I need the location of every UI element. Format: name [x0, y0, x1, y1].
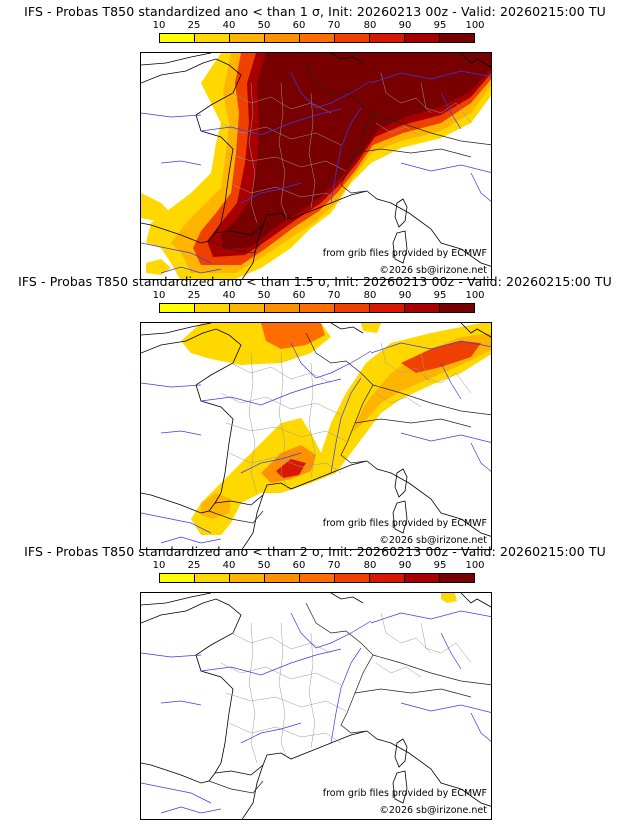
colorbar-tick: 10 — [152, 290, 166, 301]
colorbar-swatch — [335, 304, 370, 312]
colorbar-tick: 60 — [292, 20, 306, 31]
colorbar-tick: 95 — [433, 290, 447, 301]
colorbar-tick: 100 — [465, 20, 485, 31]
colorbar-tick: 40 — [222, 560, 236, 571]
colorbar-swatch — [265, 34, 300, 42]
colorbar-tick: 80 — [363, 560, 377, 571]
colorbar-tick: 70 — [327, 290, 341, 301]
colorbar-tick: 50 — [257, 290, 271, 301]
colorbar-swatch — [335, 34, 370, 42]
colorbar-tick: 10 — [152, 20, 166, 31]
map-panel-3: IFS - Probas T850 standardized ano < tha… — [0, 544, 630, 820]
credit-copyright: ©2026 sb@irizone.net — [379, 805, 487, 816]
colorbar-swatch — [335, 574, 370, 582]
colorbar-swatch — [300, 574, 335, 582]
colorbar-tick: 25 — [187, 20, 201, 31]
credit-source: from grib files provided by ECMWF — [322, 248, 487, 259]
colorbar-tick: 50 — [257, 20, 271, 31]
credit-source: from grib files provided by ECMWF — [322, 518, 487, 529]
colorbar-swatch — [265, 304, 300, 312]
colorbar-swatch — [300, 34, 335, 42]
colorbar-tick: 25 — [187, 290, 201, 301]
colorbar-tick: 95 — [433, 560, 447, 571]
map-panel-2: IFS - Probas T850 standardized ano < tha… — [0, 274, 630, 550]
colorbar-tick: 40 — [222, 20, 236, 31]
colorbar-tick: 90 — [398, 560, 412, 571]
panel-title: IFS - Probas T850 standardized ano < tha… — [24, 544, 606, 559]
credit-source: from grib files provided by ECMWF — [322, 788, 487, 799]
colorbar-tick: 95 — [433, 20, 447, 31]
panel-title: IFS - Probas T850 standardized ano < tha… — [18, 274, 612, 289]
colorbar-tick: 80 — [363, 290, 377, 301]
colorbar-swatch — [405, 574, 440, 582]
colorbar-swatch — [195, 304, 230, 312]
colorbar-swatch — [195, 34, 230, 42]
colorbar-swatch — [230, 34, 265, 42]
colorbar-swatch — [160, 34, 195, 42]
panel-title: IFS - Probas T850 standardized ano < tha… — [24, 4, 606, 19]
probability-shading — [141, 53, 491, 279]
colorbar-tick: 100 — [465, 290, 485, 301]
colorbar-swatch — [160, 574, 195, 582]
colorbar-tick: 90 — [398, 20, 412, 31]
map-panel-1: IFS - Probas T850 standardized ano < tha… — [0, 4, 630, 280]
colorbar-labels: 10 25 40 50 60 70 80 90 95 100 — [153, 20, 489, 32]
colorbar-tick: 70 — [327, 20, 341, 31]
colorbar-tick: 40 — [222, 290, 236, 301]
colorbar-swatch — [405, 304, 440, 312]
probability-shading — [441, 593, 457, 603]
colorbar-labels: 10 25 40 50 60 70 80 90 95 100 — [153, 290, 489, 302]
probability-map: from grib files provided by ECMWF ©2026 … — [140, 592, 492, 820]
colorbar-swatch — [160, 304, 195, 312]
colorbar-tick: 60 — [292, 560, 306, 571]
colorbar-tick: 10 — [152, 560, 166, 571]
colorbar — [159, 573, 475, 583]
colorbar-tick: 60 — [292, 290, 306, 301]
colorbar-swatch — [195, 574, 230, 582]
colorbar-labels: 10 25 40 50 60 70 80 90 95 100 — [153, 560, 489, 572]
colorbar-swatch — [370, 574, 405, 582]
colorbar — [159, 33, 475, 43]
colorbar-swatch — [405, 34, 440, 42]
map-graphic — [141, 53, 491, 279]
map-graphic — [141, 323, 491, 549]
colorbar-swatch — [370, 34, 405, 42]
colorbar-tick: 70 — [327, 560, 341, 571]
probability-map: from grib files provided by ECMWF ©2026 … — [140, 52, 492, 280]
colorbar-swatch — [370, 304, 405, 312]
colorbar-swatch — [230, 574, 265, 582]
colorbar-tick: 50 — [257, 560, 271, 571]
credit-copyright: ©2026 sb@irizone.net — [379, 535, 487, 546]
colorbar-swatch — [440, 304, 474, 312]
colorbar-swatch — [440, 574, 474, 582]
map-graphic — [141, 593, 491, 819]
colorbar-swatch — [230, 304, 265, 312]
colorbar-tick: 80 — [363, 20, 377, 31]
colorbar — [159, 303, 475, 313]
colorbar-swatch — [265, 574, 300, 582]
colorbar-tick: 100 — [465, 560, 485, 571]
colorbar-swatch — [440, 34, 474, 42]
credit-copyright: ©2026 sb@irizone.net — [379, 265, 487, 276]
colorbar-swatch — [300, 304, 335, 312]
colorbar-tick: 90 — [398, 290, 412, 301]
probability-shading — [181, 323, 491, 535]
colorbar-tick: 25 — [187, 560, 201, 571]
probability-map: from grib files provided by ECMWF ©2026 … — [140, 322, 492, 550]
